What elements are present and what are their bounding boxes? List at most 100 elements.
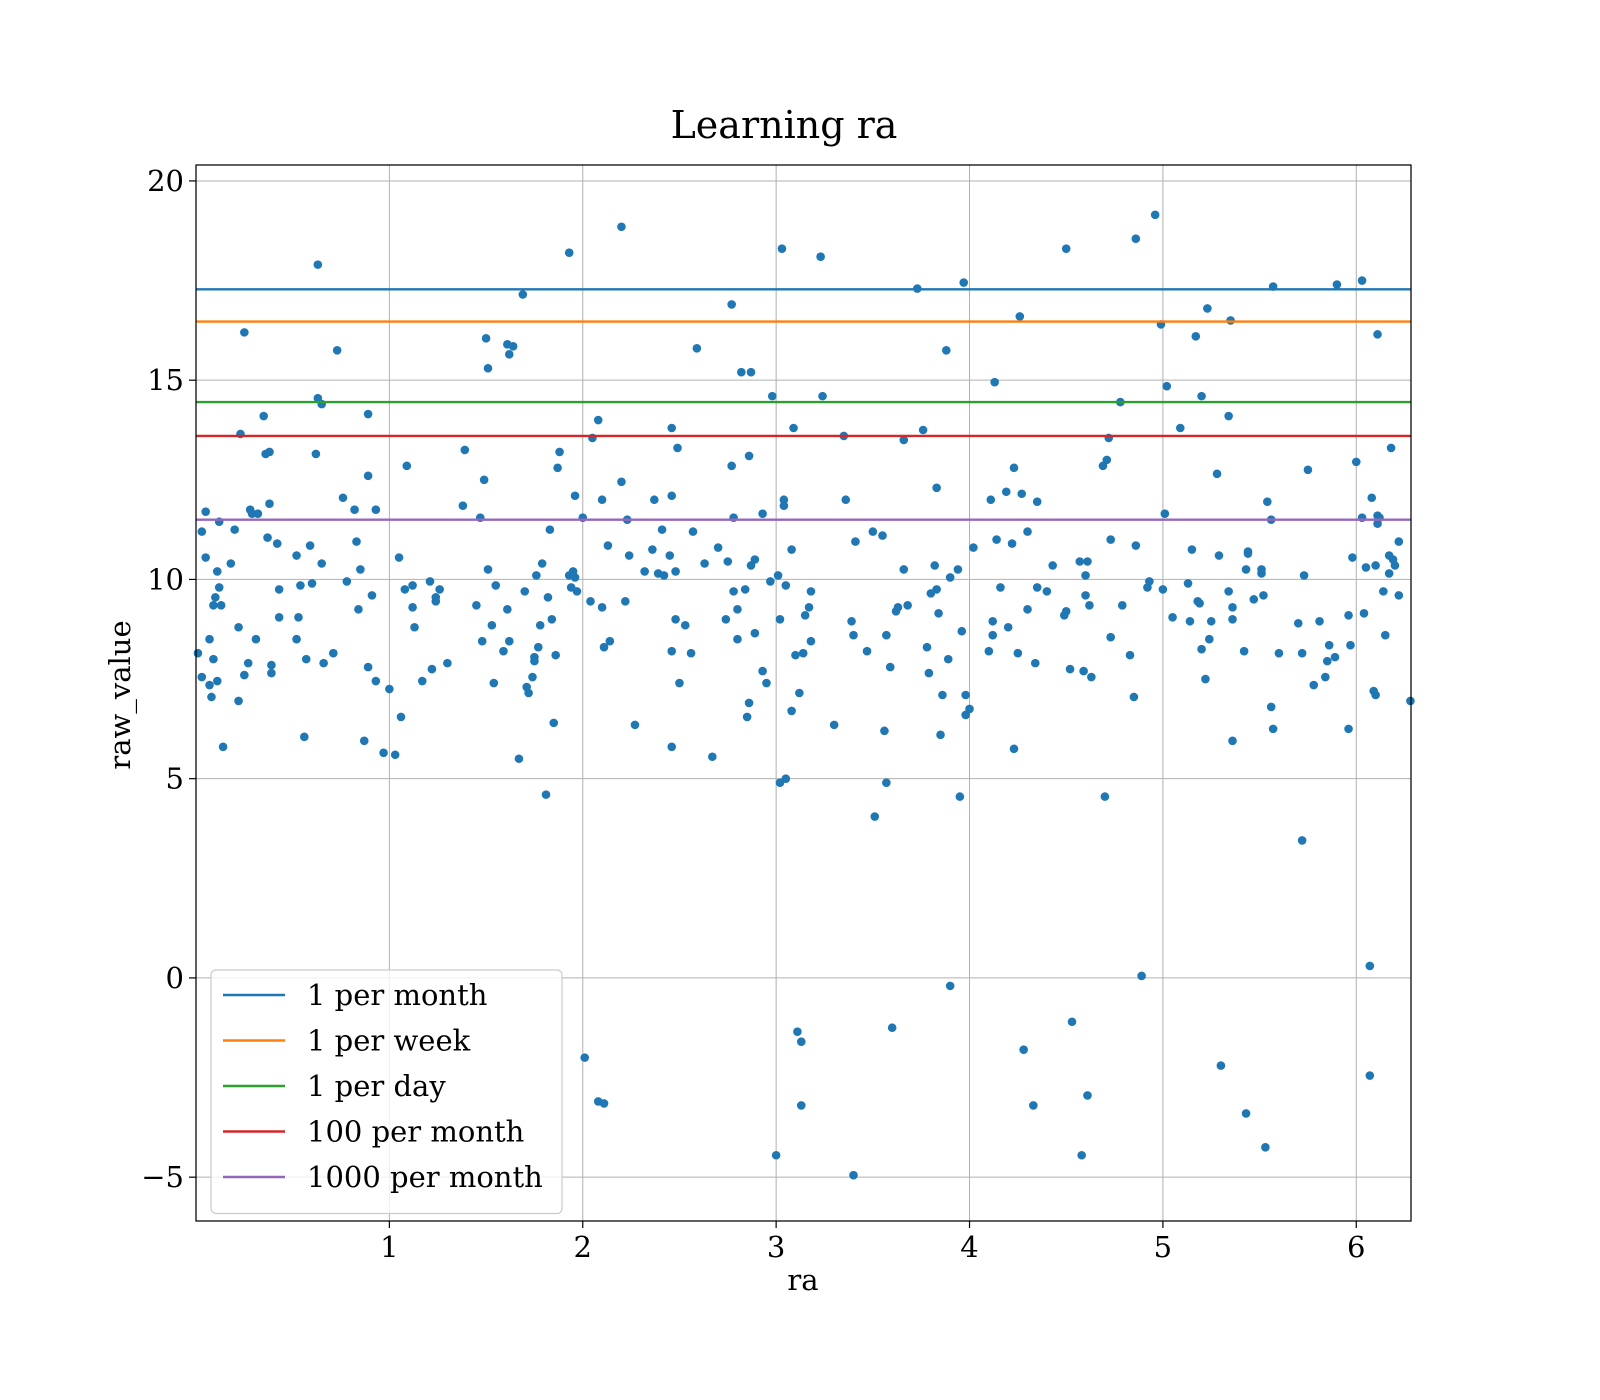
data-point [800, 610, 810, 620]
data-point [417, 676, 427, 686]
data-point [713, 543, 723, 552]
data-point [692, 344, 702, 353]
data-point [1348, 553, 1357, 562]
legend: 1 per month 1 per week 1 per day 100 per mo… [210, 969, 563, 1215]
data-point [265, 447, 274, 457]
data-point [1191, 332, 1201, 341]
data-point [771, 1150, 781, 1160]
data-point [586, 597, 595, 606]
data-point [1322, 656, 1332, 666]
data-point [1131, 234, 1141, 244]
data-point [1330, 652, 1340, 662]
data-point [932, 585, 941, 594]
data-point [443, 658, 452, 668]
data-point [435, 585, 444, 594]
data-point [680, 620, 690, 630]
data-point [640, 567, 649, 576]
data-point [230, 525, 239, 534]
data-point [251, 634, 261, 644]
data-point [272, 539, 282, 548]
data-point [744, 451, 754, 461]
data-point [1243, 547, 1253, 556]
data-point [988, 630, 998, 640]
data-point [1106, 632, 1115, 642]
data-point [986, 495, 996, 505]
data-point [1007, 539, 1017, 548]
data-point [209, 654, 218, 664]
data-point [766, 577, 775, 586]
data-point [1081, 591, 1090, 600]
data-point [750, 628, 760, 638]
data-point [240, 670, 249, 680]
data-point [1228, 603, 1237, 612]
data-point [1365, 1071, 1375, 1080]
data-point [431, 597, 441, 606]
data-point [396, 712, 406, 722]
data-point [1087, 672, 1096, 682]
legend-label: 1 per day [307, 1069, 446, 1103]
data-point [1067, 1017, 1077, 1027]
data-point [234, 696, 243, 706]
data-point [1394, 591, 1404, 600]
data-point [851, 537, 860, 546]
data-point [1083, 1091, 1092, 1100]
data-point [1249, 595, 1259, 604]
data-point [673, 443, 682, 453]
data-point [216, 601, 226, 610]
data-point [328, 648, 338, 658]
data-point [779, 501, 789, 511]
data-point [862, 646, 872, 656]
data-point [1257, 565, 1266, 574]
data-point [503, 605, 512, 614]
data-point [1168, 612, 1177, 622]
data-point [240, 328, 249, 337]
data-point [945, 573, 955, 582]
data-point [1009, 463, 1019, 473]
data-point [648, 545, 657, 554]
data-point [742, 712, 752, 722]
data-point [1162, 381, 1172, 391]
data-point [657, 525, 667, 534]
data-point [1263, 497, 1272, 507]
data-point [984, 646, 994, 656]
data-point [226, 559, 236, 568]
data-point [301, 654, 311, 664]
data-point [1032, 583, 1042, 592]
data-point [779, 495, 789, 505]
legend-label: 1000 per month [307, 1160, 543, 1194]
data-point [547, 614, 557, 624]
data-point [508, 342, 518, 351]
data-point [593, 1097, 603, 1106]
data-point [1228, 614, 1237, 624]
data-point [371, 505, 381, 514]
data-point [675, 678, 684, 688]
data-point [205, 634, 214, 644]
data-point [961, 690, 970, 700]
data-point [818, 391, 827, 401]
data-point [737, 367, 746, 377]
data-point [943, 654, 953, 664]
data-point [243, 658, 253, 668]
data-point [1001, 487, 1011, 497]
data-point [934, 609, 943, 618]
data-point [1357, 276, 1367, 285]
data-point [524, 688, 533, 698]
data-point [1048, 561, 1057, 570]
data-point [1379, 587, 1388, 596]
data-point [599, 642, 609, 652]
data-point [218, 742, 228, 752]
data-point [965, 704, 974, 714]
data-point [829, 720, 839, 730]
data-point [356, 565, 365, 574]
data-point [870, 812, 880, 821]
data-point [603, 541, 613, 550]
data-point [1042, 587, 1052, 596]
data-point [425, 577, 435, 586]
data-point [787, 545, 796, 554]
data-point [665, 551, 675, 560]
data-point [789, 423, 798, 433]
data-point [1346, 640, 1355, 650]
data-point [307, 579, 317, 588]
data-point [481, 334, 491, 343]
data-point [787, 706, 796, 716]
